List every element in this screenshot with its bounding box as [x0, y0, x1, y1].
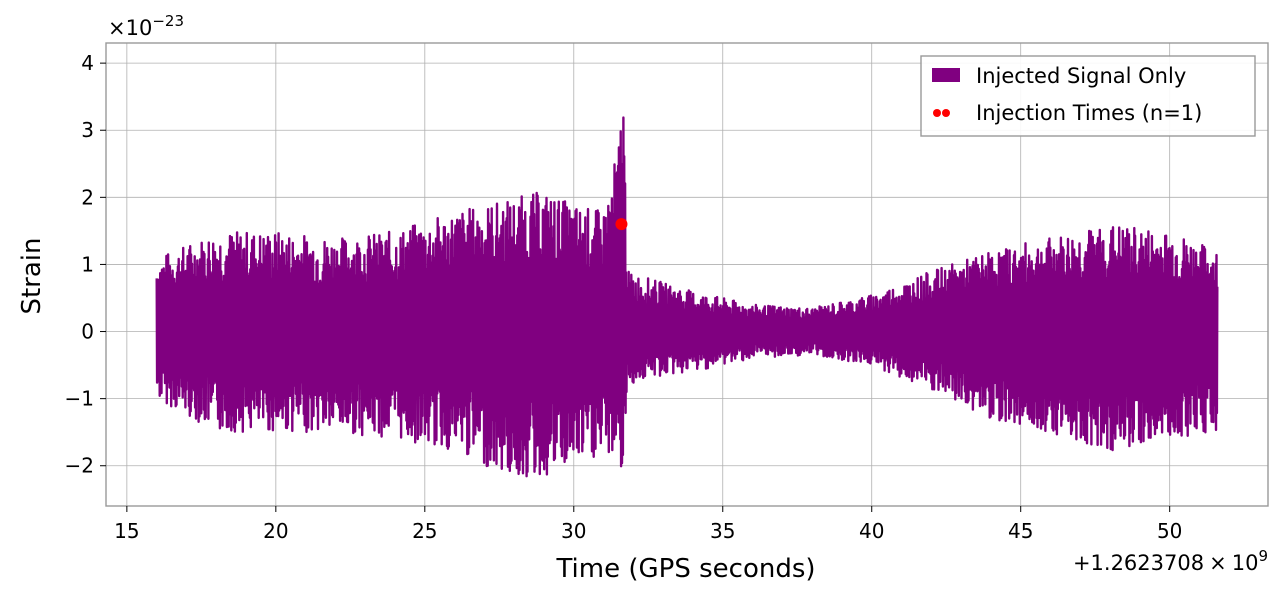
y-tick-label: −1 — [65, 387, 94, 411]
legend-swatch-injection-dot — [933, 109, 941, 117]
axes-frame — [105, 42, 1269, 507]
x-axis-label: Time (GPS seconds) — [555, 554, 815, 584]
y-scale-prefix: ×10 — [108, 16, 152, 40]
x-tick-label: 40 — [859, 519, 884, 543]
signal-series — [155, 116, 1219, 478]
x-tick-label: 20 — [263, 519, 288, 543]
x-tick-label: 25 — [412, 519, 437, 543]
x-tick-label: 35 — [710, 519, 735, 543]
y-axis-label: Strain — [17, 237, 47, 314]
legend-swatch-injection-dot — [942, 109, 950, 117]
x-offset-times: × — [1209, 551, 1227, 575]
injection-marker — [615, 218, 628, 231]
y-tick-label: 0 — [81, 320, 94, 344]
y-scale-label: ×10−23 — [108, 12, 184, 40]
x-tick-label: 15 — [114, 519, 139, 543]
legend: Injected Signal Only Injection Times (n=… — [920, 55, 1256, 137]
x-offset-prefix: +1.2623708 — [1073, 551, 1204, 575]
y-tick-label: 2 — [81, 185, 94, 209]
x-tick-label: 50 — [1157, 519, 1182, 543]
y-tick-label: 1 — [81, 252, 94, 276]
signal-line — [155, 116, 1219, 478]
y-axis-ticks: −2 −1 0 1 2 3 4 — [65, 51, 106, 478]
legend-swatch-signal — [932, 68, 960, 82]
y-tick-label: 4 — [81, 51, 94, 75]
x-offset-base: 10 — [1232, 551, 1259, 575]
x-tick-label: 30 — [561, 519, 586, 543]
y-tick-label: −2 — [65, 454, 94, 478]
x-offset-label: +1.2623708 × 109 — [1073, 547, 1268, 575]
x-axis-ticks: 15 20 25 30 35 40 45 50 — [114, 506, 1182, 543]
legend-box — [920, 55, 1256, 137]
x-offset-exponent: 9 — [1258, 547, 1268, 565]
y-scale-exponent: −23 — [152, 12, 184, 30]
y-tick-label: 3 — [81, 118, 94, 142]
legend-label-injection: Injection Times (n=1) — [976, 101, 1202, 125]
x-tick-label: 45 — [1008, 519, 1033, 543]
legend-label-signal: Injected Signal Only — [976, 64, 1186, 88]
injection-markers — [615, 218, 628, 231]
